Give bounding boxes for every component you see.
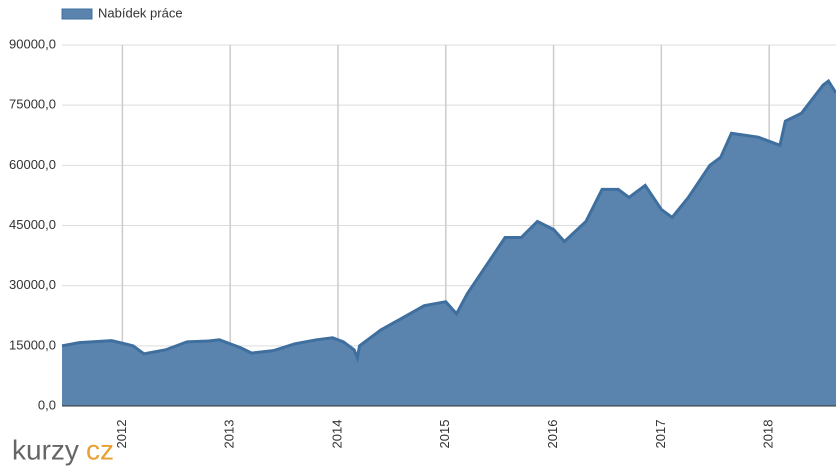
- y-tick-label: 60000,0: [9, 157, 56, 172]
- y-tick-label: 15000,0: [9, 337, 56, 352]
- x-tick-label: 2014: [329, 420, 344, 449]
- area: [62, 81, 836, 406]
- line: [61, 78, 836, 364]
- watermark: cz: [86, 434, 114, 465]
- x-tick-label: 2012: [114, 420, 129, 449]
- x-tick-label: 2017: [653, 420, 668, 449]
- y-tick-label: 75000,0: [9, 97, 56, 112]
- y-tick-label: 0,0: [38, 397, 56, 412]
- legend-swatch: [61, 8, 93, 20]
- legend-label: Nabídek práce: [98, 5, 183, 20]
- y-tick-label: 90000,0: [9, 36, 56, 51]
- x-tick-label: 2016: [545, 420, 560, 449]
- x-tick-label: 2018: [761, 420, 776, 449]
- x-tick-label: 2015: [437, 420, 452, 449]
- x-tick-label: 2013: [222, 420, 237, 449]
- legend: Nabídek práce: [61, 5, 183, 20]
- y-tick-label: 45000,0: [9, 217, 56, 232]
- y-tick-label: 30000,0: [9, 277, 56, 292]
- watermark: kurzy: [12, 434, 79, 465]
